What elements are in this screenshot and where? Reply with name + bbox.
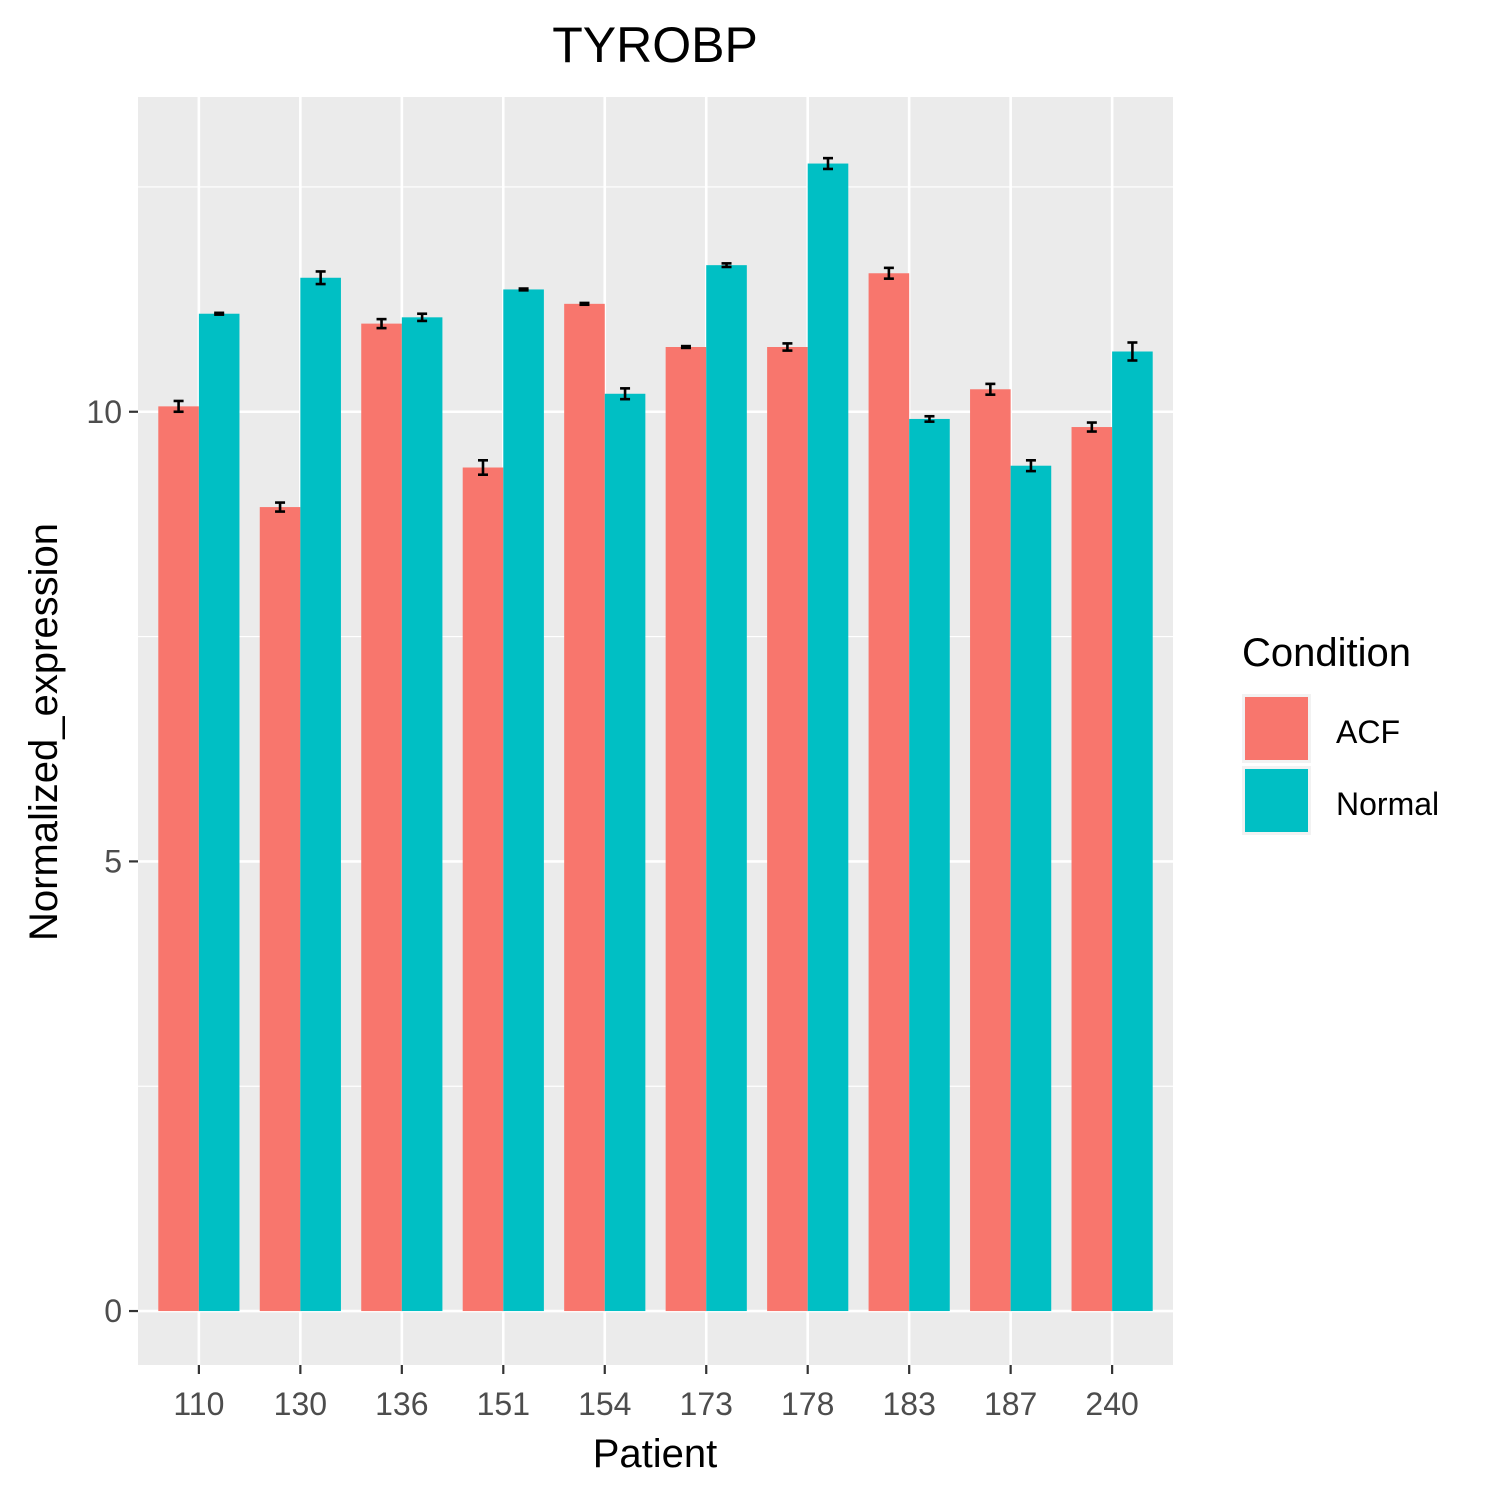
bar-acf-110 [158,406,199,1312]
bar-normal-136 [401,317,443,1312]
bar-acf-240 [1071,427,1113,1312]
x-tick-label: 151 [477,1386,530,1422]
y-tick-label: 10 [86,394,122,430]
legend-label-acf: ACF [1336,714,1400,750]
bar-acf-136 [361,323,402,1312]
bar-acf-154 [564,303,605,1312]
legend: Condition ACF Normal [1242,631,1439,835]
x-axis-title: Patient [593,1432,718,1476]
legend-label-normal: Normal [1336,786,1439,822]
bar-normal-178 [807,163,849,1312]
bar-normal-187 [1010,465,1052,1312]
y-tick-label: 0 [104,1293,122,1329]
legend-swatch-acf [1245,697,1308,760]
bar-acf-183 [868,273,910,1312]
bar-acf-187 [970,389,1011,1312]
y-tick-label: 5 [104,843,122,879]
x-tick-label: 110 [173,1386,224,1422]
bar-normal-240 [1112,351,1153,1312]
bar-acf-151 [462,467,504,1312]
bar-acf-130 [259,507,301,1312]
y-axis-title: Normalized_expression [22,523,66,941]
axes: 0 5 10 110 130 136 151 154 173 178 183 187 240 [86,394,1138,1422]
bars [158,163,1153,1312]
x-tick-label: 154 [578,1386,631,1422]
bar-normal-173 [706,265,747,1312]
x-tick-label: 187 [984,1386,1037,1422]
bar-acf-178 [767,347,808,1312]
x-tick-label: 178 [781,1386,834,1422]
x-tick-label: 183 [882,1386,935,1422]
bar-acf-173 [665,347,707,1312]
x-tick-label: 130 [274,1386,327,1422]
error-bars [173,156,1138,513]
x-tick-label: 240 [1085,1386,1138,1422]
chart-title: TYROBP [552,17,758,73]
legend-swatch-normal [1245,769,1308,832]
legend-title: Condition [1242,631,1411,675]
bar-normal-130 [300,277,341,1312]
bar-normal-183 [909,418,950,1312]
bar-normal-151 [503,289,544,1312]
bar-normal-154 [604,393,646,1312]
bar-normal-110 [198,313,240,1312]
x-tick-label: 136 [375,1386,428,1422]
x-tick-label: 173 [680,1386,733,1422]
